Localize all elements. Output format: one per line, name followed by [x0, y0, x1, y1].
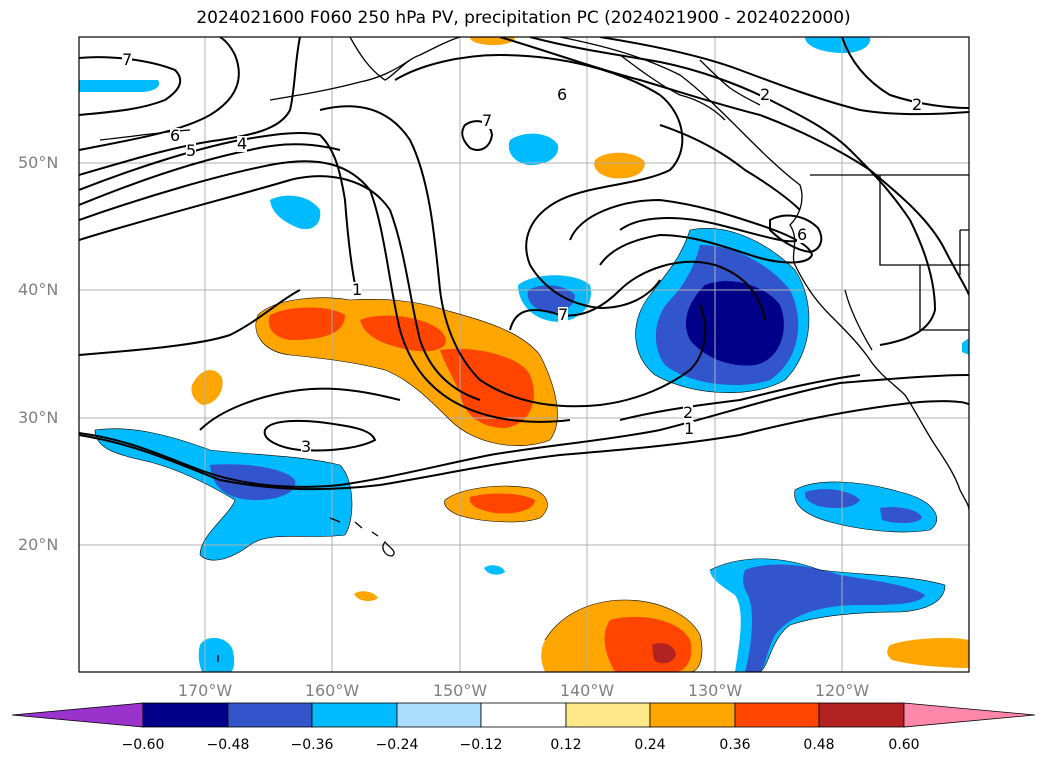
colorbar-cell	[649, 702, 736, 728]
precip-blob-neg-mid-2	[527, 285, 575, 313]
lon-label-120w: 120°W	[814, 681, 870, 700]
contour-label: 6	[797, 225, 808, 244]
contour-label: 7	[122, 50, 133, 69]
pv-contour	[569, 198, 814, 266]
lon-label-160w: 160°W	[304, 681, 360, 700]
precip-blob-pos-se	[887, 637, 969, 668]
map-content	[79, 37, 969, 672]
precip-blob-pos-tiny	[354, 591, 378, 602]
precip-blob-neg-sw	[95, 428, 352, 561]
colorbar-tick: 0.24	[634, 737, 666, 753]
colorbar-cell	[734, 702, 820, 728]
contour-label: 6	[557, 85, 568, 104]
pv-contour	[529, 37, 937, 346]
colorbar-tick: −0.36	[290, 737, 334, 753]
pv-contour	[79, 175, 481, 401]
contour-label: 4	[237, 134, 248, 153]
lon-label-150w: 150°W	[432, 681, 488, 700]
precip-blob-neg-tiny	[484, 565, 505, 575]
pv-contour	[599, 37, 969, 116]
precip-blob-neg-edge	[962, 338, 969, 355]
pv-contour	[619, 374, 861, 421]
map-title: 2024021600 F060 250 hPa PV, precipitatio…	[196, 8, 851, 28]
colorbar-tick: 0.12	[550, 737, 582, 753]
lat-label-40n: 40°N	[18, 280, 59, 299]
pv-contour	[499, 37, 969, 296]
colorbar-tick: 0.60	[888, 737, 920, 753]
colorbar-tick: −0.24	[375, 737, 419, 753]
precip-blob-neg-nw	[79, 80, 160, 92]
lat-label-50n: 50°N	[18, 153, 59, 172]
pv-contour	[263, 419, 377, 452]
pv-contour	[79, 400, 969, 491]
colorbar-tick: −0.12	[459, 737, 503, 753]
colorbar-extend-high	[903, 702, 1036, 728]
pv-contour	[79, 374, 969, 488]
colorbar-cell	[396, 702, 482, 728]
colorbar-cell	[311, 702, 398, 728]
pv-contour	[394, 53, 684, 310]
pv-contour	[841, 37, 969, 109]
map-frame	[78, 36, 970, 673]
precip-outlines	[94, 228, 946, 672]
precip-fields	[79, 37, 969, 672]
colorbar	[11, 702, 1036, 728]
pv-contour	[79, 289, 301, 356]
colorbar-cell	[227, 702, 313, 728]
lon-label-140w: 140°W	[559, 681, 615, 700]
precip-blob-pos-hawaii-n-2	[469, 493, 535, 514]
colorbar-cell	[818, 702, 905, 728]
pv-contour	[769, 214, 823, 254]
lat-label-30n: 30°N	[18, 408, 59, 427]
precip-blob-neg-top	[805, 37, 871, 54]
colorbar-tick: 0.48	[803, 737, 835, 753]
precip-blob-neg-east-2	[804, 489, 922, 524]
pv-contour	[79, 37, 301, 176]
contour-label: 6	[170, 126, 181, 145]
lon-label-170w: 170°W	[177, 681, 233, 700]
precip-blob-pos-small-n	[594, 152, 645, 179]
pv-contours	[79, 37, 969, 491]
precip-blob-neg-gulf	[508, 133, 559, 166]
pv-contour	[79, 131, 357, 291]
precip-blob-pos-south-3	[652, 643, 676, 664]
pv-contour	[319, 105, 707, 408]
colorbar-tick: −0.48	[206, 737, 250, 753]
pv-contour	[509, 260, 766, 331]
precip-blob-neg-se-2	[743, 564, 925, 672]
contour-label: 3	[301, 437, 312, 456]
precip-blob-neg-bottom-left	[198, 637, 235, 672]
colorbar-cell	[565, 702, 651, 728]
colorbar-cell	[480, 702, 567, 728]
pv-contour	[199, 387, 401, 431]
precip-blob-neg-small-w	[270, 195, 321, 230]
colorbar-tick: −0.60	[121, 737, 165, 753]
precip-blob-pos-central-2	[268, 307, 534, 428]
precip-blob-pos-small-w	[191, 369, 223, 405]
lat-label-20n: 20°N	[18, 535, 59, 554]
contour-label: 5	[186, 141, 197, 160]
contour-label: 7	[558, 305, 569, 324]
colorbar-cell	[142, 702, 229, 728]
pv-contour	[79, 160, 571, 423]
pv-contour	[79, 37, 240, 151]
pv-contour	[461, 120, 494, 151]
contour-label: 2	[760, 85, 771, 104]
contour-label: 2	[912, 95, 923, 114]
contour-label: 1	[684, 419, 695, 438]
precip-blob-neg-sw-2	[210, 464, 296, 500]
pv-contour	[659, 124, 801, 211]
colorbar-extend-low	[11, 702, 144, 728]
colorbar-tick: 0.36	[719, 737, 751, 753]
contour-label: 7	[482, 111, 493, 130]
contour-label: 1	[352, 280, 363, 299]
contour-label: 2	[683, 403, 694, 422]
lon-label-130w: 130°W	[687, 681, 743, 700]
pv-contour	[79, 143, 341, 206]
